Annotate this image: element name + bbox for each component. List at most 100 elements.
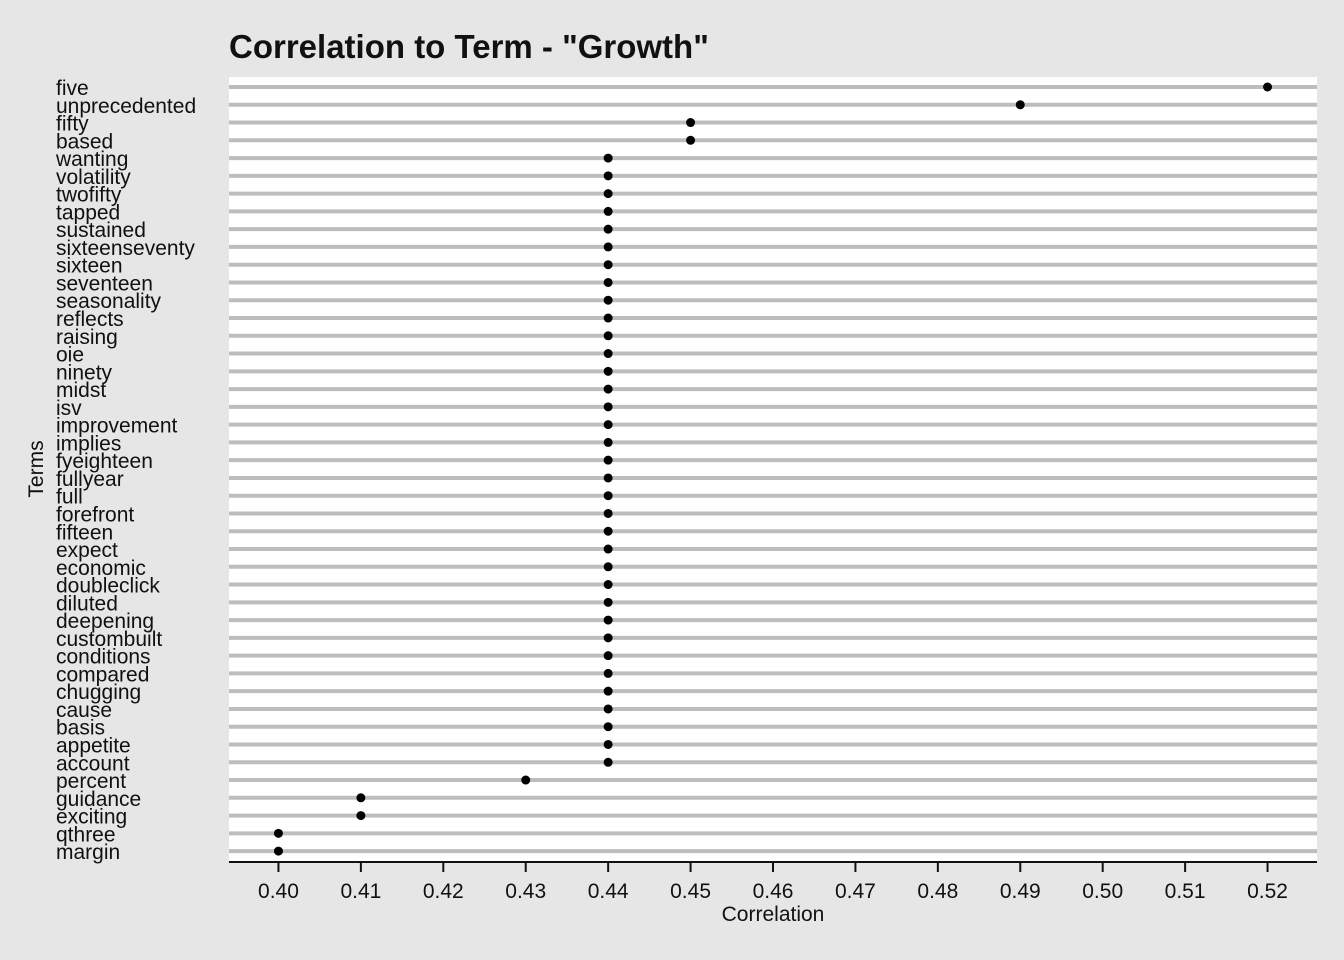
data-point-fifteen: [603, 526, 613, 536]
x-tick-label: 0.45: [670, 880, 711, 903]
y-tick-label: seasonality: [56, 290, 162, 313]
x-tick-label: 0.52: [1247, 880, 1288, 903]
y-tick-label: isv: [56, 397, 82, 420]
y-tick-label: full: [56, 486, 83, 509]
y-tick-label: compared: [56, 663, 149, 686]
y-tick-label: appetite: [56, 734, 131, 757]
data-point-percent: [521, 775, 531, 785]
y-tick-label: sixteen: [56, 255, 123, 278]
data-point-sixteenseventy: [603, 242, 613, 252]
data-point-ninety: [603, 366, 613, 376]
data-point-improvement: [603, 420, 613, 430]
x-tick-label: 0.47: [835, 880, 876, 903]
data-point-midst: [603, 384, 613, 394]
data-point-fifty: [686, 118, 696, 128]
y-tick-label: fyeighteen: [56, 450, 153, 473]
data-point-tapped: [603, 206, 613, 216]
data-point-based: [686, 135, 696, 145]
y-tick-label: wanting: [55, 148, 128, 171]
y-tick-label: custombuilt: [56, 628, 162, 651]
y-tick-label: ninety: [56, 361, 113, 384]
y-tick-label: sixteenseventy: [56, 237, 195, 260]
y-tick-label: five: [56, 77, 89, 100]
y-tick-label: conditions: [56, 646, 151, 669]
data-point-qthree: [273, 828, 283, 838]
x-axis-ticks: 0.40 0.41 0.42 0.43 0.44 0.45 0.46 0.47 0.48 0.49…: [258, 862, 1288, 903]
y-axis-title: Terms: [25, 440, 48, 497]
y-tick-label: twofifty: [56, 184, 122, 207]
data-point-five: [1263, 82, 1273, 92]
data-point-fyeighteen: [603, 455, 613, 465]
data-point-margin: [273, 846, 283, 856]
y-tick-label: unprecedented: [56, 95, 196, 118]
data-point-isv: [603, 402, 613, 412]
y-tick-label: fullyear: [56, 468, 124, 491]
x-tick-label: 0.41: [340, 880, 381, 903]
data-point-wanting: [603, 153, 613, 163]
data-point-seventeen: [603, 277, 613, 287]
data-point-conditions: [603, 651, 613, 661]
y-tick-label: expect: [56, 539, 118, 562]
x-tick-label: 0.44: [588, 880, 629, 903]
data-point-forefront: [603, 508, 613, 518]
y-tick-label: qthree: [56, 823, 116, 846]
y-tick-label: based: [56, 130, 113, 153]
x-axis-title: Correlation: [722, 903, 825, 926]
y-tick-label: midst: [56, 379, 106, 402]
data-point-guidance: [356, 793, 366, 803]
data-point-twofifty: [603, 189, 613, 199]
y-tick-label: sustained: [56, 219, 146, 242]
data-point-economic: [603, 562, 613, 572]
data-point-seasonality: [603, 295, 613, 305]
y-tick-label: fifteen: [56, 521, 113, 544]
data-point-basis: [603, 722, 613, 732]
chart-title: Correlation to Term - "Growth": [229, 28, 709, 65]
data-point-doubleclick: [603, 580, 613, 590]
data-point-unprecedented: [1015, 100, 1025, 110]
data-point-account: [603, 757, 613, 767]
x-tick-label: 0.40: [258, 880, 299, 903]
x-tick-label: 0.50: [1082, 880, 1123, 903]
y-tick-label: tapped: [56, 201, 120, 224]
data-point-sustained: [603, 224, 613, 234]
x-tick-label: 0.43: [505, 880, 546, 903]
y-tick-label: margin: [56, 841, 120, 864]
y-tick-label: account: [56, 752, 130, 775]
y-tick-label: reflects: [56, 308, 124, 331]
x-tick-label: 0.46: [753, 880, 794, 903]
y-tick-label: oie: [56, 344, 84, 367]
y-tick-label: raising: [56, 326, 118, 349]
y-tick-label: diluted: [56, 592, 118, 615]
data-point-exciting: [356, 811, 366, 821]
x-tick-label: 0.49: [1000, 880, 1041, 903]
plot-panel: [229, 77, 1317, 862]
y-tick-label: cause: [56, 699, 112, 722]
data-point-deepening: [603, 615, 613, 625]
data-point-reflects: [603, 313, 613, 323]
y-tick-label: doubleclick: [56, 575, 160, 598]
data-point-compared: [603, 668, 613, 678]
y-tick-label: basis: [56, 717, 105, 740]
x-tick-label: 0.51: [1165, 880, 1206, 903]
data-point-diluted: [603, 597, 613, 607]
y-axis-labels: fiveunprecedentedfiftybasedwantingvolati…: [55, 77, 196, 864]
y-tick-label: chugging: [56, 681, 141, 704]
data-point-custombuilt: [603, 633, 613, 643]
data-points: [273, 82, 1273, 856]
y-tick-label: percent: [56, 770, 126, 793]
y-tick-label: volatility: [56, 166, 131, 189]
y-tick-label: fifty: [56, 113, 89, 136]
data-point-expect: [603, 544, 613, 554]
data-point-appetite: [603, 739, 613, 749]
y-tick-label: exciting: [56, 806, 127, 829]
y-tick-label: forefront: [56, 503, 134, 526]
data-point-oie: [603, 349, 613, 359]
data-point-chugging: [603, 686, 613, 696]
y-tick-label: implies: [56, 432, 121, 455]
data-point-fullyear: [603, 473, 613, 483]
data-point-implies: [603, 437, 613, 447]
x-tick-label: 0.48: [917, 880, 958, 903]
y-tick-label: guidance: [56, 788, 141, 811]
data-point-sixteen: [603, 260, 613, 270]
